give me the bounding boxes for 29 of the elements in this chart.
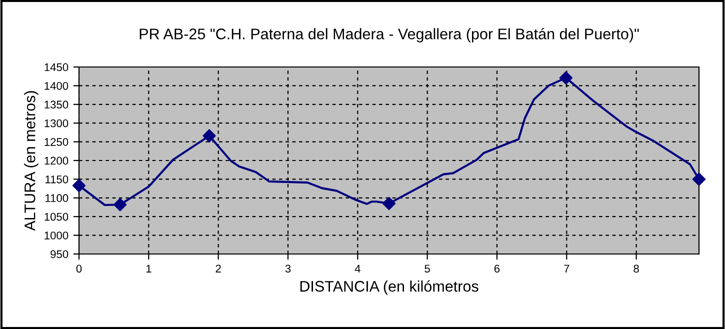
y-tick-label: 1350 [44,100,68,109]
point [114,198,127,212]
y-axis-title: ALTURA (en metros) [24,91,38,231]
x-tick-label: 3 [285,264,291,273]
x-tick-label: 7 [564,264,570,272]
point [72,178,86,192]
y-tick-label: 1450 [44,63,68,72]
x-tick-label: 8 [634,264,639,273]
y-tick-label: 1400 [44,82,68,90]
y-tick-label: 1050 [44,212,68,221]
point [202,129,216,142]
y-tick-label: 1250 [44,138,68,146]
x-tick-label: 5 [424,264,430,273]
y-tick-label: 950 [50,250,68,258]
x-axis-title: DISTANCIA (en kilómetros [300,280,478,295]
point [382,196,396,210]
y-tick-label: 1200 [44,156,68,165]
y-tick-label: 1100 [46,194,68,202]
x-tick-label: 2 [216,264,221,272]
point [559,71,573,84]
chart-title: PR AB-25 "C.H. Paterna del Madera - Vegallera (por El Batán del Puerto)" [140,28,639,42]
y-tick-label: 1150 [46,175,68,184]
x-tick-label: 6 [494,264,500,273]
x-tick-label: 4 [354,264,360,272]
y-tick-label: 1000 [44,232,68,240]
point [692,172,706,186]
y-tick-label: 1300 [44,119,68,128]
x-tick-label: 0 [76,264,82,273]
x-tick-label: 1 [146,264,152,272]
